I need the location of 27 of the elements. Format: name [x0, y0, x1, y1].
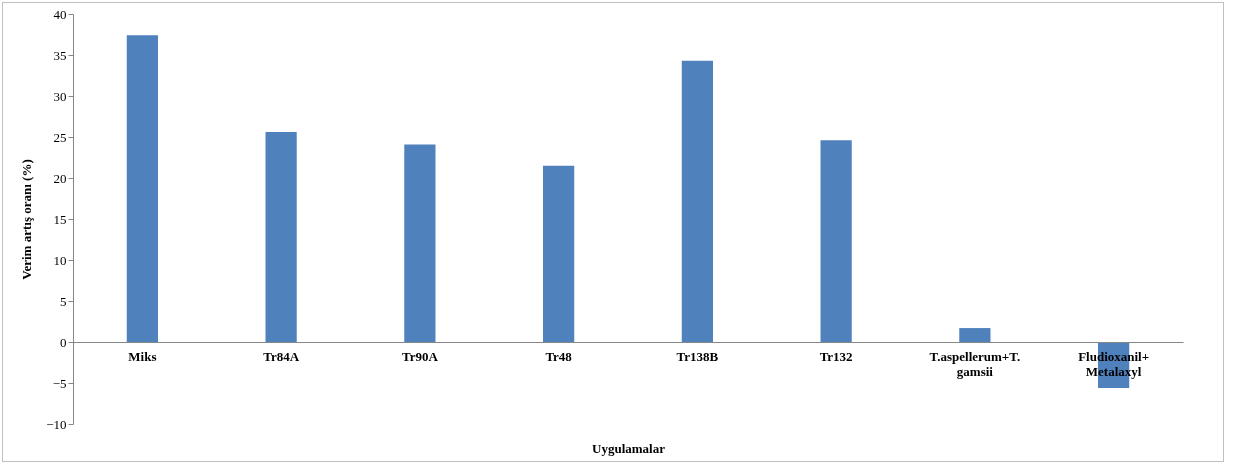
x-tick-label: Tr90A	[401, 348, 439, 364]
x-tick-label: Miks	[128, 348, 157, 364]
bar	[404, 144, 436, 342]
y-tick-label: 35	[53, 47, 67, 63]
bar	[543, 165, 575, 342]
y-tick-label: 30	[53, 88, 67, 104]
bar	[265, 132, 297, 342]
y-tick-label: 0	[60, 334, 67, 350]
y-tick-label: −10	[46, 416, 67, 432]
x-axis-title: Uygulamalar	[592, 440, 666, 456]
x-tick-label: Tr84A	[263, 348, 300, 364]
y-tick-label: 20	[53, 170, 67, 186]
bar	[820, 140, 852, 342]
y-tick-label: 15	[53, 211, 67, 227]
bar	[959, 328, 991, 342]
y-tick-label: 10	[53, 252, 67, 268]
x-tick-label: Tr138B	[676, 348, 719, 364]
y-tick-label: 40	[53, 6, 67, 22]
x-tick-label: Tr48	[545, 348, 573, 364]
x-tick-label: T.aspellerum+T. gamsii	[929, 348, 1021, 379]
y-axis-title: Verim artış oranı (%)	[19, 159, 35, 280]
bar	[681, 60, 713, 342]
bar	[126, 35, 158, 342]
y-tick-label: 5	[60, 293, 67, 309]
x-tick-label: Tr132	[819, 348, 853, 364]
y-tick-label: 25	[53, 129, 67, 145]
y-tick-label: −5	[52, 375, 67, 391]
